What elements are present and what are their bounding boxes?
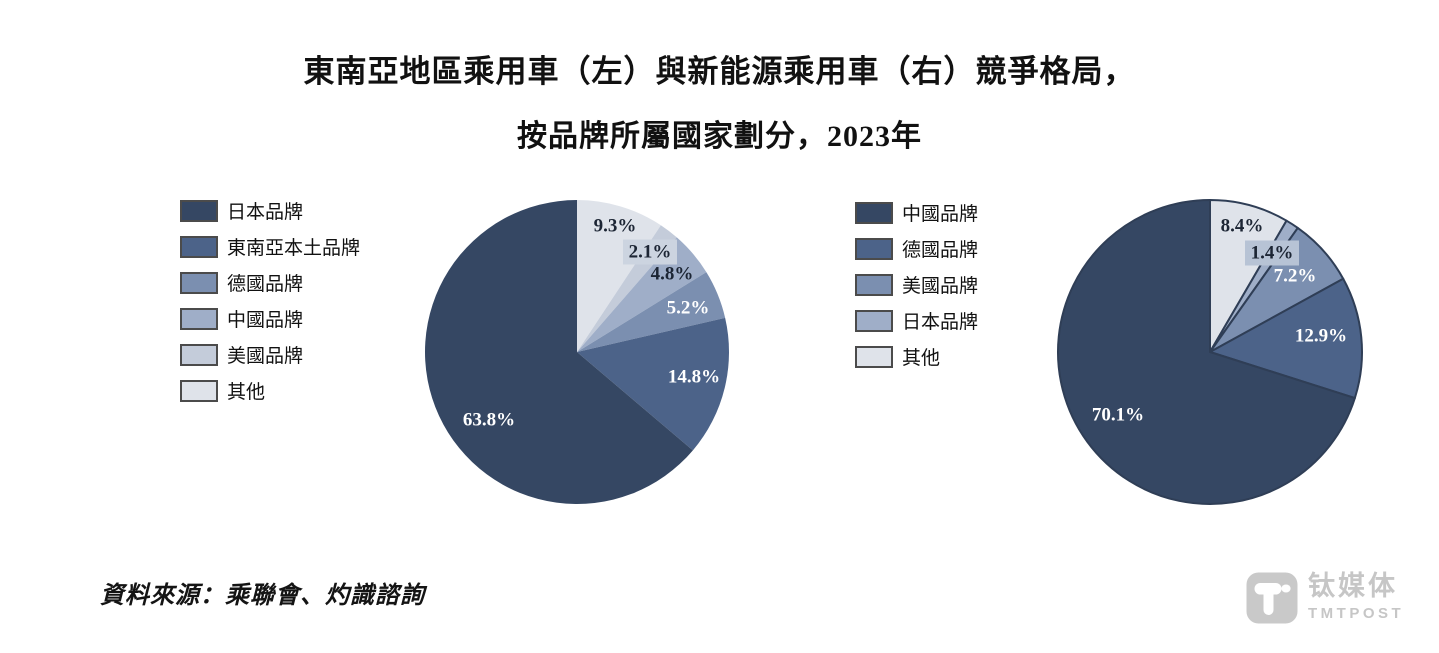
tmtpost-logo-en: TMTPOST <box>1308 604 1405 622</box>
pie-slice-value-label: 12.9% <box>1295 326 1347 347</box>
legend-item-label: 德國品牌 <box>902 240 979 261</box>
legend-item-label: 東南亞本土品牌 <box>227 238 361 259</box>
legend-item: 日本品牌 <box>180 197 360 224</box>
title-line-1: 東南亞地區乘用車（左）與新能源乘用車（右）競爭格局， <box>303 54 1136 89</box>
legend-item: 中國品牌 <box>855 199 978 226</box>
pie-slice-其他 <box>577 200 661 352</box>
pie-slice-value-label: 9.3% <box>594 216 637 237</box>
legend-right-pie: 中國品牌 德國品牌 美國品牌 日本品牌 其他 <box>855 199 978 370</box>
pie-slice-德國品牌 <box>1209 277 1363 400</box>
legend-swatch <box>855 309 893 332</box>
pie-label-background <box>1245 240 1299 266</box>
legend-swatch <box>180 379 218 402</box>
title-line-2: 按品牌所屬國家劃分，2023年 <box>517 120 922 153</box>
pie-label-background <box>623 239 677 265</box>
legend-swatch <box>180 199 218 222</box>
legend-swatch <box>180 271 218 294</box>
pie-slice-中國品牌 <box>577 237 707 352</box>
pie-slice-value-label: 14.8% <box>668 367 720 388</box>
legend-item-label: 其他 <box>227 382 266 403</box>
legend-item: 其他 <box>855 343 978 370</box>
legend-item: 東南亞本土品牌 <box>180 233 360 260</box>
pie-slice-value-label: 1.4% <box>1251 243 1294 264</box>
legend-left-pie: 日本品牌 東南亞本土品牌 德國品牌 中國品牌 美國品牌 其他 <box>180 197 360 404</box>
tmtpost-logo: 钛媒体 TMTPOST <box>1246 571 1405 624</box>
pie-slice-value-label: 5.2% <box>667 298 710 319</box>
legend-item-label: 美國品牌 <box>227 346 304 367</box>
pie-chart-left: 63.8% 14.8% 5.2% 4.8%2.1% 9.3% <box>424 200 730 504</box>
legend-item-label: 日本品牌 <box>902 312 979 333</box>
legend-item: 日本品牌 <box>855 307 978 334</box>
legend-swatch <box>180 235 218 258</box>
legend-item-label: 德國品牌 <box>227 274 304 295</box>
tmtpost-logo-icon <box>1246 572 1298 624</box>
legend-swatch <box>180 307 218 330</box>
legend-swatch <box>855 345 893 368</box>
legend-item: 中國品牌 <box>180 305 360 332</box>
legend-swatch <box>855 237 893 260</box>
chart-title: 東南亞地區乘用車（左）與新能源乘用車（右）競爭格局， 按品牌所屬國家劃分，202… <box>0 46 1439 155</box>
pie-chart-right: 70.1% 12.9% 7.2%1.4% 8.4% <box>1057 199 1363 505</box>
legend-item: 德國品牌 <box>180 269 360 296</box>
pie-slice-德國品牌 <box>577 272 726 352</box>
pie-slice-value-label: 8.4% <box>1221 216 1264 237</box>
pie-slice-value-label: 2.1% <box>629 242 672 263</box>
legend-swatch <box>855 273 893 296</box>
legend-item: 德國品牌 <box>855 235 978 262</box>
legend-swatch <box>855 201 893 224</box>
legend-item: 其他 <box>180 377 360 404</box>
legend-item-label: 其他 <box>902 348 941 369</box>
pie-slice-東南亞本土品牌 <box>577 317 730 451</box>
tmtpost-logo-cn: 钛媒体 <box>1308 571 1398 601</box>
pie-slice-value-label: 63.8% <box>463 410 515 431</box>
legend-item-label: 中國品牌 <box>227 310 304 331</box>
source-note: 資料來源：乘聯會、灼識諮詢 <box>100 583 425 609</box>
legend-item-label: 美國品牌 <box>902 276 979 297</box>
pie-slice-value-label: 70.1% <box>1092 405 1144 426</box>
legend-item: 美國品牌 <box>855 271 978 298</box>
legend-item-label: 日本品牌 <box>227 202 304 223</box>
pie-slice-value-label: 4.8% <box>651 264 694 285</box>
legend-item-label: 中國品牌 <box>902 204 979 225</box>
legend-item: 美國品牌 <box>180 341 360 368</box>
legend-swatch <box>180 343 218 366</box>
pie-slice-日本品牌 <box>424 200 693 504</box>
tmtpost-logo-text: 钛媒体 TMTPOST <box>1308 571 1405 622</box>
pie-slice-中國品牌 <box>1057 199 1356 505</box>
pie-slice-value-label: 7.2% <box>1274 266 1317 287</box>
